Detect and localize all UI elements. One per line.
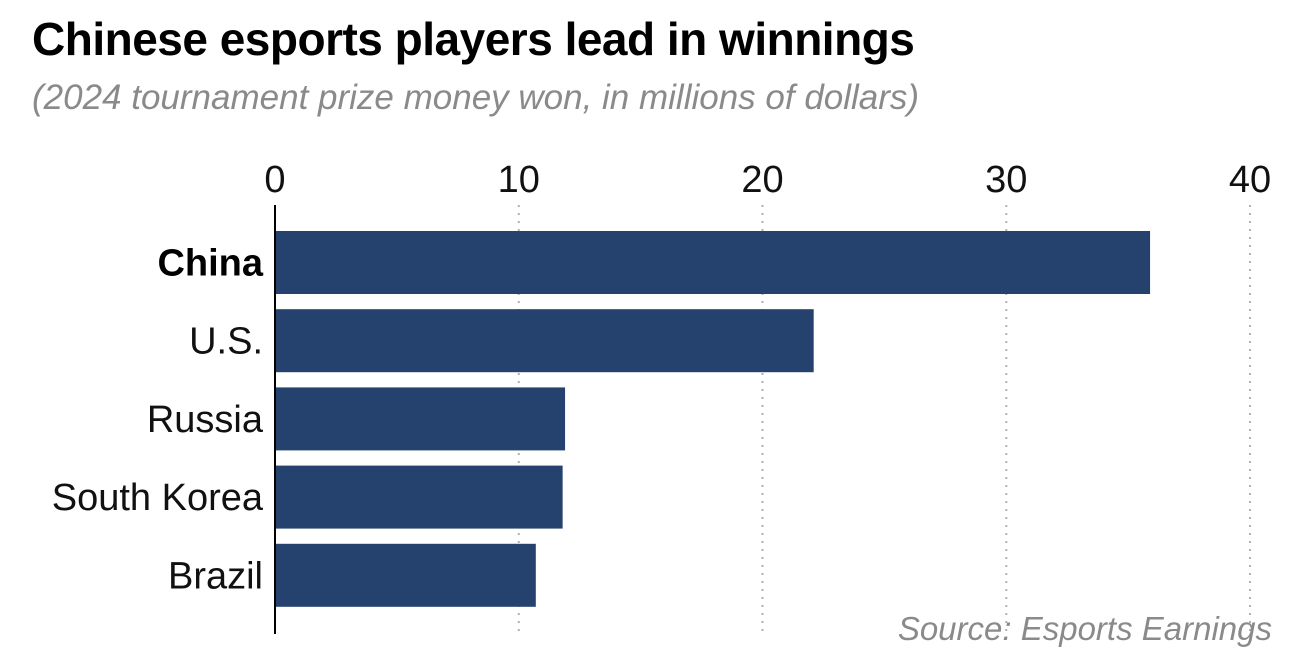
category-labels: China U.S. Russia South Korea Brazil [52,243,264,598]
x-tick-label: 0 [264,159,285,201]
source-note: Source: Esports Earnings [897,610,1272,647]
x-tick-label: 40 [1229,159,1271,201]
x-tick-label: 10 [498,159,540,201]
chart-subtitle: (2024 tournament prize money won, in mil… [32,78,920,117]
chart-title: Chinese esports players lead in winnings [32,13,915,65]
bar-brazil [275,543,536,607]
bar-china [275,231,1151,294]
category-label: Russia [147,399,264,441]
x-tick-label: 30 [985,159,1027,201]
category-label: China [157,243,263,285]
bar-south-korea [275,465,563,529]
category-label: U.S. [189,321,263,363]
category-label: South Korea [52,477,264,519]
x-axis-ticks: 0 10 20 30 40 [264,159,1271,201]
bar-russia [275,387,566,451]
category-label: Brazil [168,555,263,597]
bar-u-s [275,309,814,373]
x-tick-label: 20 [741,159,783,201]
bars [275,231,1151,607]
